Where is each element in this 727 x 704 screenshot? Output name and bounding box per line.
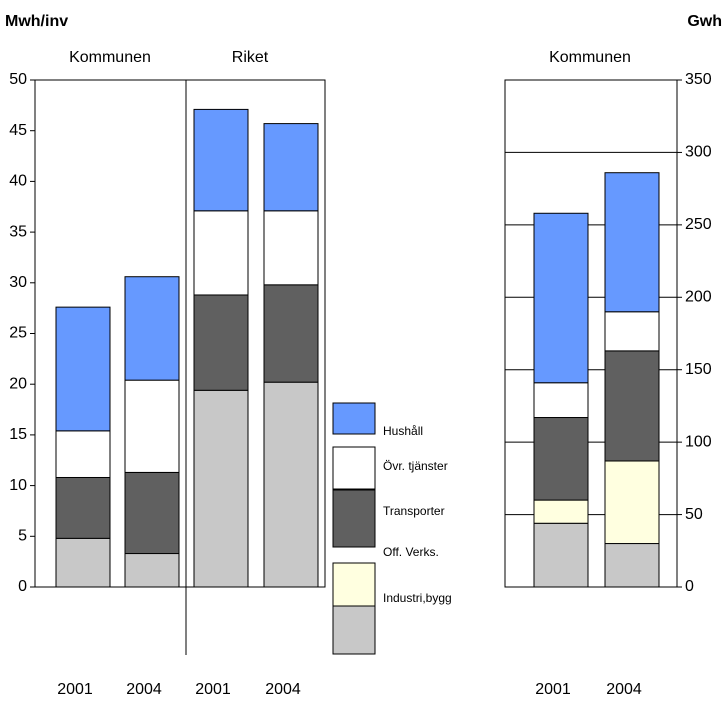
bar-segment bbox=[604, 311, 660, 352]
bar-segment bbox=[193, 294, 249, 391]
group-label: Kommunen bbox=[69, 49, 151, 66]
bar-segment bbox=[263, 210, 319, 286]
legend-label: Övr. tjänster bbox=[383, 459, 448, 473]
legend-swatch bbox=[332, 605, 376, 655]
y-tick-label: 350 bbox=[685, 71, 712, 88]
bar-segment bbox=[193, 389, 249, 588]
y-axis-title: Mwh/inv bbox=[5, 13, 68, 30]
y-tick-label: 45 bbox=[9, 122, 27, 139]
y-tick-label: 300 bbox=[685, 144, 712, 161]
legend-label: Hushåll bbox=[383, 424, 423, 438]
bar-segment bbox=[124, 379, 180, 473]
bar-segment bbox=[55, 430, 111, 478]
legend-label: Off. Verks. bbox=[383, 545, 439, 559]
bar-segment bbox=[263, 123, 319, 212]
legend-swatch bbox=[332, 446, 376, 490]
bar-segment bbox=[533, 382, 589, 419]
y-tick-label: 5 bbox=[18, 528, 27, 545]
bar-segment bbox=[604, 350, 660, 462]
legend-label: Transporter bbox=[383, 504, 445, 518]
group-label: Kommunen bbox=[549, 49, 631, 66]
y-tick-label: 50 bbox=[685, 506, 703, 523]
y-tick-label: 0 bbox=[18, 578, 27, 595]
bar-segment bbox=[263, 284, 319, 383]
plot-frame bbox=[34, 79, 326, 588]
bar-segment bbox=[533, 212, 589, 384]
bar-segment bbox=[263, 381, 319, 588]
bar-segment bbox=[193, 108, 249, 212]
bar-segment bbox=[55, 537, 111, 588]
y-tick-label: 10 bbox=[9, 477, 27, 494]
plot-frame bbox=[504, 79, 678, 588]
bar-segment bbox=[604, 543, 660, 588]
y-tick-label: 250 bbox=[685, 216, 712, 233]
x-tick-label: 2001 bbox=[195, 681, 231, 698]
legend-label: Industri,bygg bbox=[383, 591, 452, 605]
x-tick-label: 2001 bbox=[535, 681, 571, 698]
y-tick-label: 0 bbox=[685, 578, 694, 595]
x-tick-label: 2001 bbox=[57, 681, 93, 698]
x-tick-label: 2004 bbox=[265, 681, 301, 698]
bar-segment bbox=[533, 499, 589, 524]
y-tick-label: 40 bbox=[9, 173, 27, 190]
bar-segment bbox=[533, 522, 589, 588]
bar-segment bbox=[604, 460, 660, 545]
bar-segment bbox=[124, 276, 180, 381]
bar-segment bbox=[124, 553, 180, 588]
bar-segment bbox=[55, 476, 111, 539]
bar-segment bbox=[604, 172, 660, 313]
bar-segment bbox=[55, 306, 111, 432]
y-tick-label: 200 bbox=[685, 289, 712, 306]
bar-segment bbox=[533, 417, 589, 501]
y-tick-label: 25 bbox=[9, 325, 27, 342]
y-tick-label: 35 bbox=[9, 223, 27, 240]
x-tick-label: 2004 bbox=[126, 681, 162, 698]
group-label: Riket bbox=[232, 49, 269, 66]
y-tick-label: 15 bbox=[9, 426, 27, 443]
y-tick-label: 30 bbox=[9, 274, 27, 291]
y-tick-label: 50 bbox=[9, 71, 27, 88]
bar-segment bbox=[124, 471, 180, 555]
legend-swatch bbox=[332, 562, 376, 607]
legend-swatch bbox=[332, 402, 376, 435]
bar-segment bbox=[193, 210, 249, 296]
legend-swatch bbox=[332, 489, 376, 548]
y-axis-title: Gwh bbox=[687, 13, 722, 30]
y-tick-label: 100 bbox=[685, 433, 712, 450]
x-tick-label: 2004 bbox=[606, 681, 642, 698]
y-tick-label: 20 bbox=[9, 375, 27, 392]
y-tick-label: 150 bbox=[685, 361, 712, 378]
